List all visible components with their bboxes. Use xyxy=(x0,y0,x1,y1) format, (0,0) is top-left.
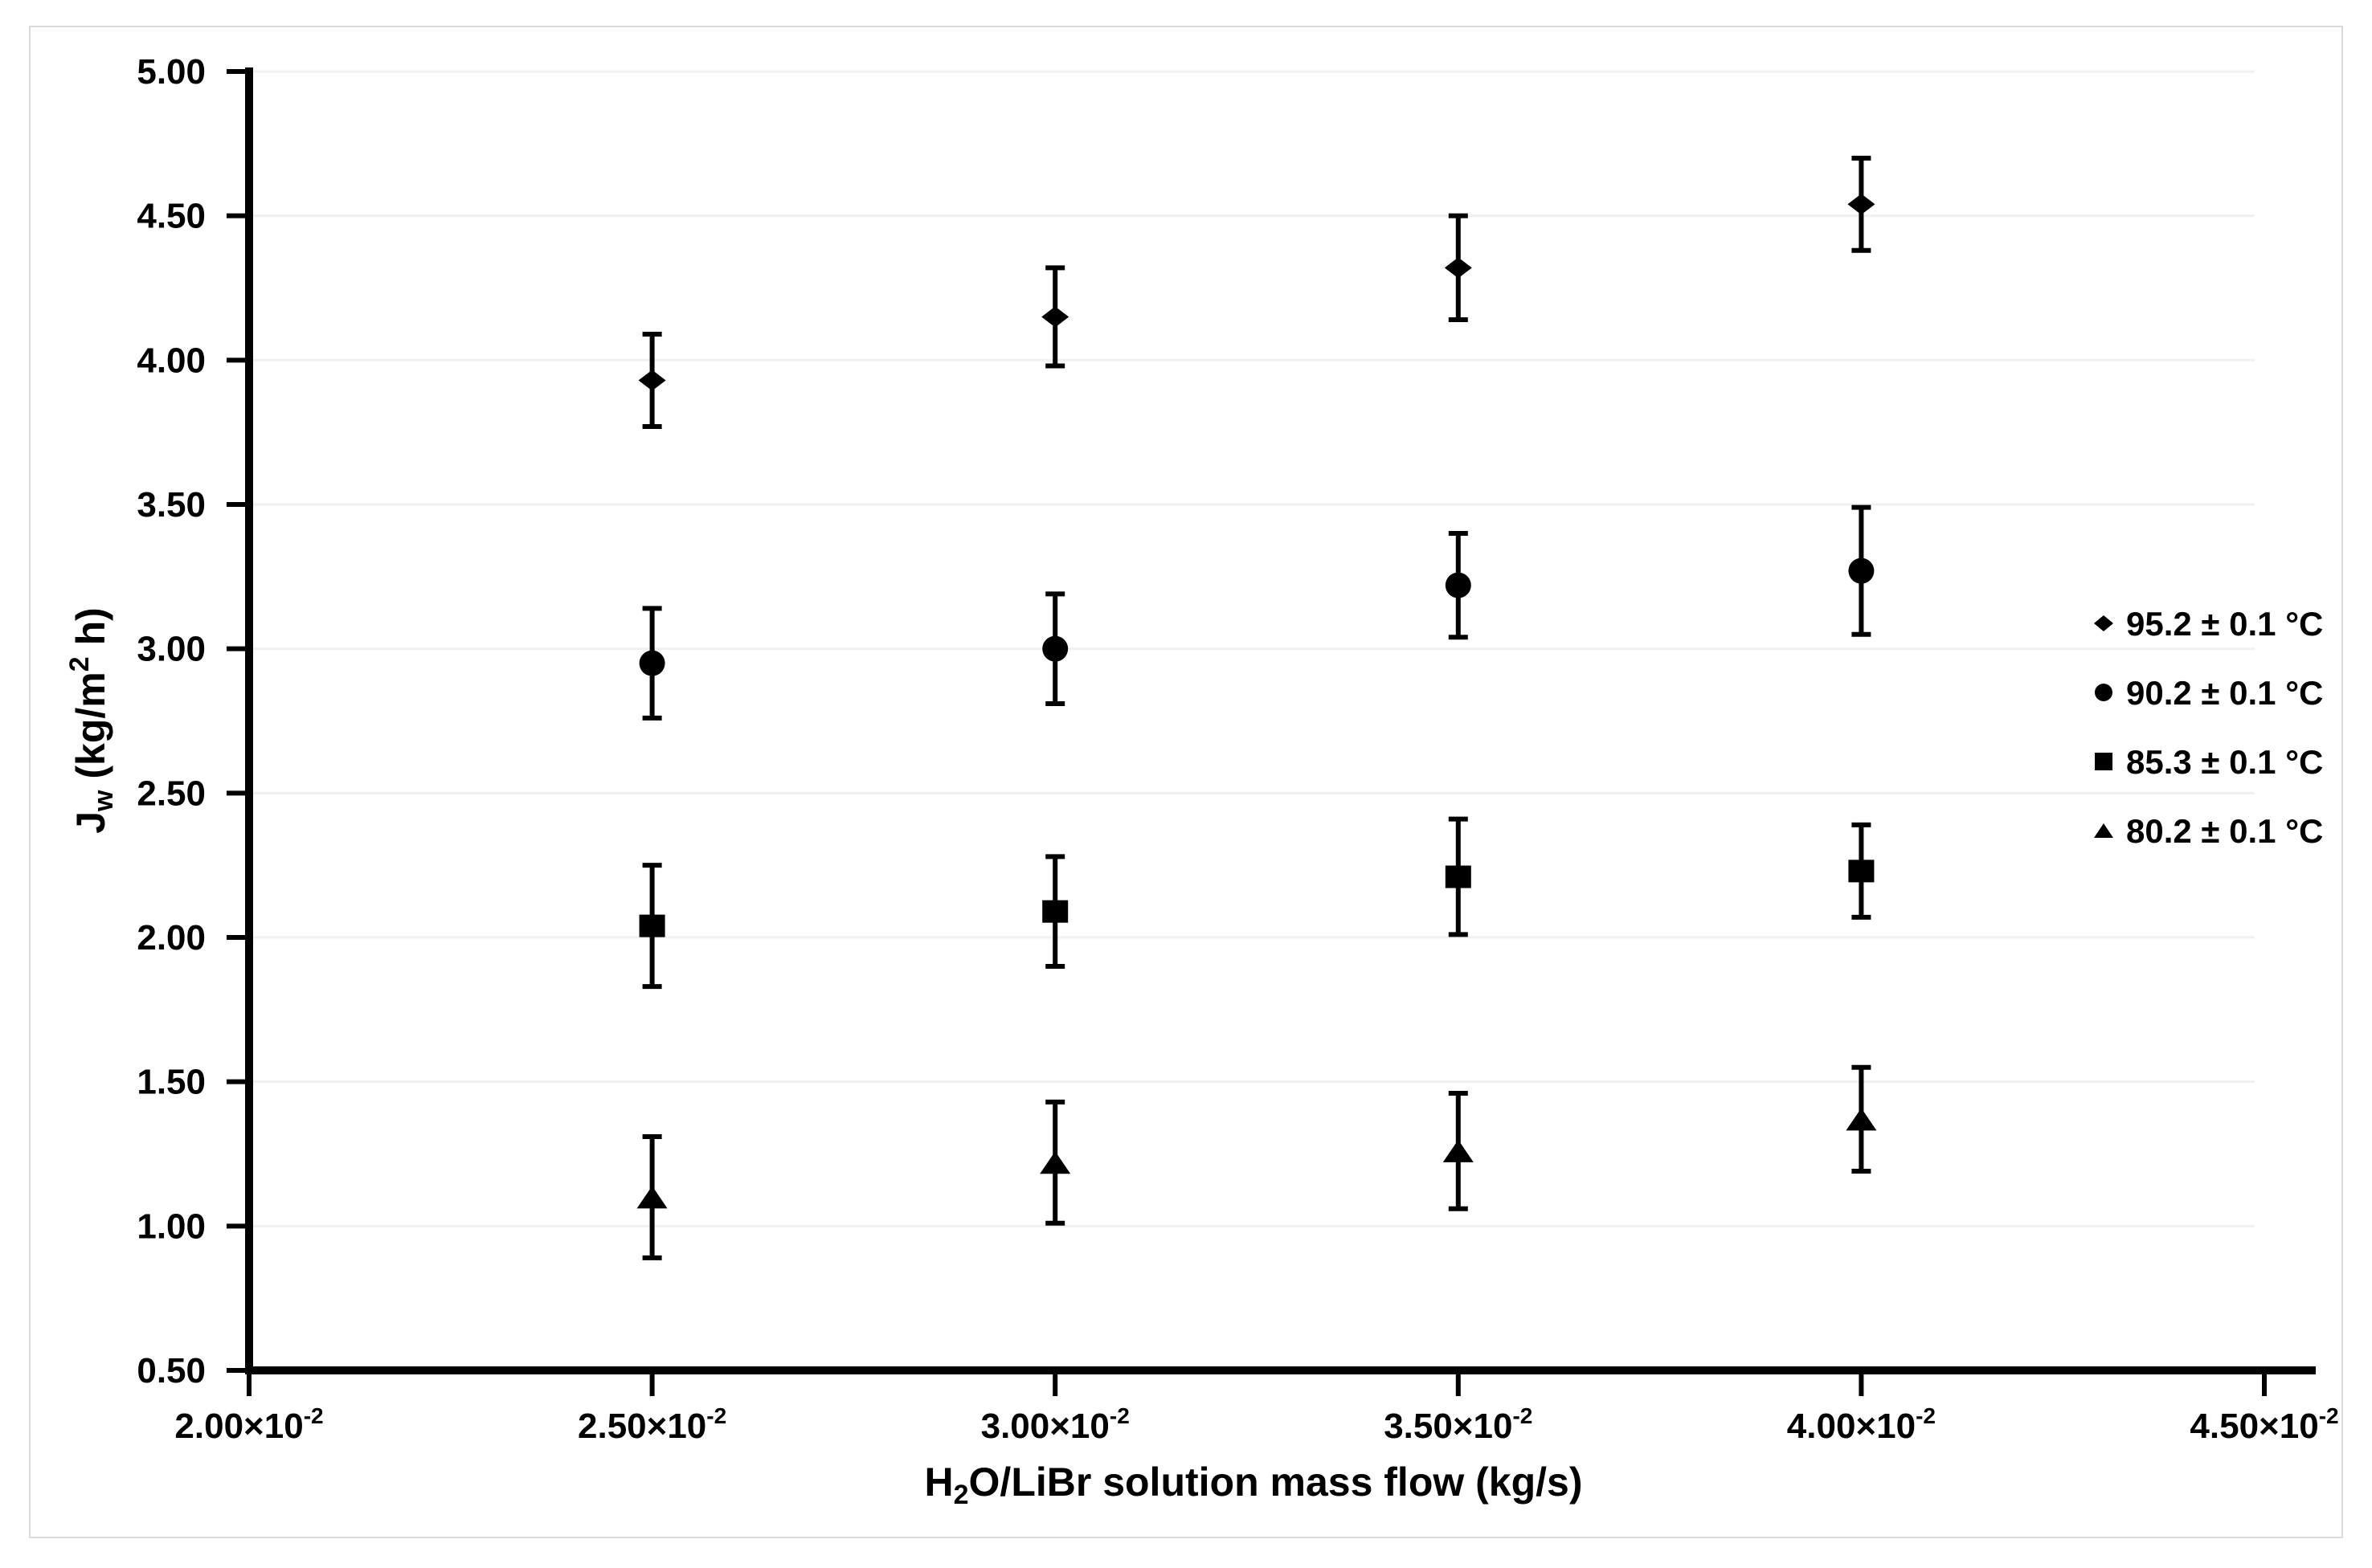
data-point-circle xyxy=(639,650,665,676)
data-point-triangle xyxy=(1040,1151,1071,1174)
legend-item: 90.2 ± 0.1 °C xyxy=(2095,674,2323,712)
x-tick-label: 2.50×10-2 xyxy=(578,1403,726,1446)
data-point-square xyxy=(1042,900,1069,923)
legend-item: 85.3 ± 0.1 °C xyxy=(2095,743,2323,781)
x-tick-label: 3.00×10-2 xyxy=(981,1403,1130,1446)
data-point-circle xyxy=(1445,572,1471,598)
data-point-triangle xyxy=(636,1186,668,1209)
legend-label: 95.2 ± 0.1 °C xyxy=(2126,605,2323,643)
series-square xyxy=(639,816,1875,990)
y-tick-label: 2.00 xyxy=(137,918,206,958)
y-tick-label: 4.50 xyxy=(137,197,206,236)
legend-diamond-icon xyxy=(2094,615,2113,631)
legend-label: 90.2 ± 0.1 °C xyxy=(2126,674,2323,712)
chart-frame xyxy=(29,26,2343,1538)
y-tick-label: 1.50 xyxy=(137,1063,206,1102)
x-tick-label: 2.00×10-2 xyxy=(174,1403,323,1446)
x-tick-label: 3.50×10-2 xyxy=(1384,1403,1532,1446)
data-point-circle xyxy=(1848,557,1875,584)
data-point-triangle xyxy=(1442,1139,1474,1162)
legend-circle-icon xyxy=(2095,684,2112,701)
data-point-diamond xyxy=(1041,306,1069,328)
legend-triangle-icon xyxy=(2094,823,2113,838)
legend-item: 80.2 ± 0.1 °C xyxy=(2094,812,2323,850)
legend-square-icon xyxy=(2095,753,2112,770)
series-diamond xyxy=(638,155,1875,429)
data-point-diamond xyxy=(1847,194,1875,215)
y-tick-label: 2.50 xyxy=(137,774,206,813)
y-tick-label: 3.50 xyxy=(137,485,206,525)
y-tick-label: 1.00 xyxy=(137,1207,206,1246)
data-point-triangle xyxy=(1846,1108,1877,1131)
y-axis-title: Jw (kg/m2 h) xyxy=(64,607,119,834)
data-point-square xyxy=(1445,865,1471,888)
data-point-diamond xyxy=(638,370,666,391)
y-tick-label: 3.00 xyxy=(137,630,206,669)
x-tick-label: 4.00×10-2 xyxy=(1787,1403,1936,1446)
y-tick-label: 0.50 xyxy=(137,1351,206,1390)
x-tick-label: 4.50×10-2 xyxy=(2190,1403,2338,1446)
data-point-diamond xyxy=(1444,257,1472,279)
legend-label: 85.3 ± 0.1 °C xyxy=(2126,743,2323,781)
data-point-square xyxy=(639,914,665,937)
legend-item: 95.2 ± 0.1 °C xyxy=(2094,605,2323,643)
y-tick-label: 4.00 xyxy=(137,341,206,380)
data-point-square xyxy=(1848,860,1875,883)
series-circle xyxy=(639,504,1875,721)
legend-label: 80.2 ± 0.1 °C xyxy=(2126,812,2323,850)
series-triangle xyxy=(636,1064,1877,1260)
x-axis-title: H2O/LiBr solution mass flow (kg/s) xyxy=(925,1460,1583,1510)
data-point-circle xyxy=(1042,635,1069,662)
y-tick-label: 5.00 xyxy=(137,52,206,92)
